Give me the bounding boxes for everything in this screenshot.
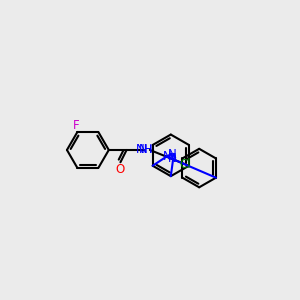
- Text: N: N: [168, 148, 177, 160]
- Text: N: N: [139, 143, 148, 157]
- Text: NH: NH: [136, 143, 153, 156]
- Text: Cl: Cl: [180, 158, 191, 171]
- Text: F: F: [73, 119, 79, 132]
- Text: H: H: [144, 145, 152, 155]
- Text: N: N: [163, 150, 172, 163]
- Text: O: O: [116, 163, 125, 176]
- Text: N: N: [168, 152, 177, 165]
